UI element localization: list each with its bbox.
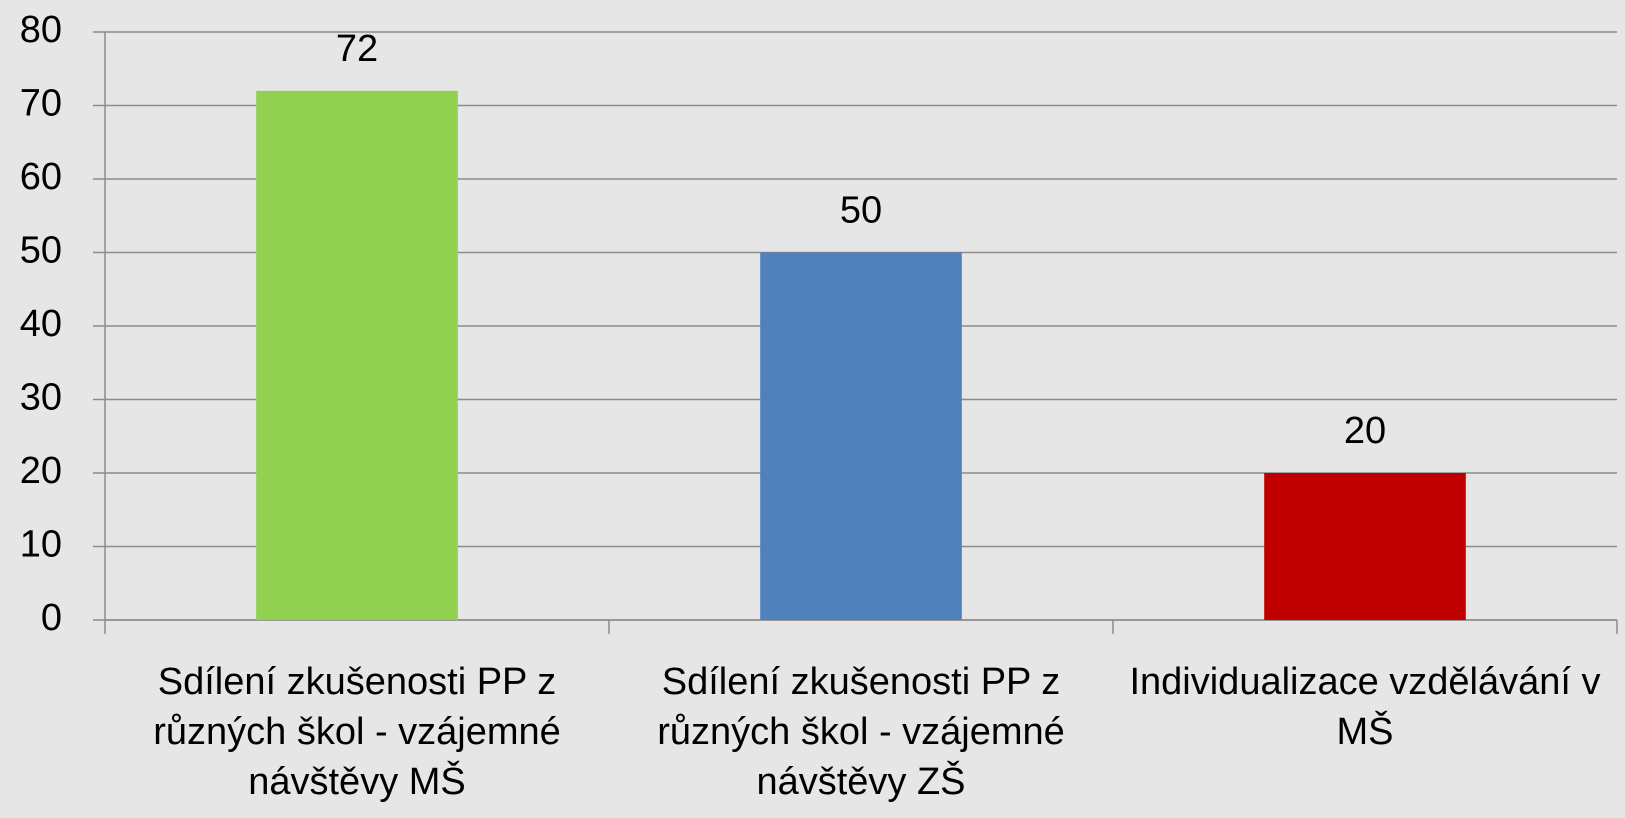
y-tick-label: 80 [20,9,62,51]
x-tick-label: Individualizace vzdělávání v MŠ [1129,661,1601,753]
y-tick-label: 0 [41,597,62,639]
y-tick-label: 10 [20,524,62,566]
x-tick-label: Sdílení zkušenosti PP z různých škol - v… [657,661,1065,803]
y-tick-label: 50 [20,230,62,272]
value-label: 20 [1344,410,1386,452]
y-tick-label: 30 [20,377,62,419]
bar [1264,473,1466,620]
value-label: 50 [840,190,882,232]
bar [256,90,458,621]
x-tick-label: Sdílení zkušenosti PP z různých škol - v… [153,661,561,803]
y-tick-label: 60 [20,156,62,198]
y-tick-label: 40 [20,303,62,345]
bar [760,252,962,620]
y-tick-label: 20 [20,450,62,492]
value-label: 72 [336,28,378,70]
y-tick-label: 70 [20,83,62,125]
